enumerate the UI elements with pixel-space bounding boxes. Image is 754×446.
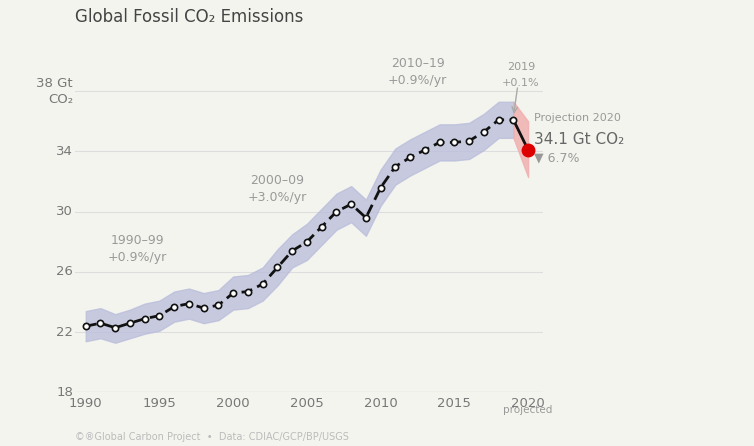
Text: 30: 30 bbox=[57, 205, 73, 218]
Text: Global Fossil CO₂ Emissions: Global Fossil CO₂ Emissions bbox=[75, 8, 304, 26]
Text: 34.1 Gt CO₂: 34.1 Gt CO₂ bbox=[534, 132, 624, 147]
Text: Projection 2020: Projection 2020 bbox=[534, 113, 621, 123]
Text: 18: 18 bbox=[57, 386, 73, 399]
Text: projected: projected bbox=[504, 405, 553, 414]
Text: 26: 26 bbox=[57, 265, 73, 278]
Text: 2000–09
+3.0%/yr: 2000–09 +3.0%/yr bbox=[248, 174, 307, 204]
Text: ©®Global Carbon Project  •  Data: CDIAC/GCP/BP/USGS: ©®Global Carbon Project • Data: CDIAC/GC… bbox=[75, 432, 349, 442]
Text: 22: 22 bbox=[56, 326, 73, 339]
Text: 2010–19
+0.9%/yr: 2010–19 +0.9%/yr bbox=[388, 57, 447, 87]
Text: 38 Gt
CO₂: 38 Gt CO₂ bbox=[36, 77, 73, 106]
Text: 2019: 2019 bbox=[507, 62, 535, 72]
Text: 34: 34 bbox=[57, 145, 73, 158]
Text: ▼ 6.7%: ▼ 6.7% bbox=[534, 151, 580, 164]
Text: +0.1%: +0.1% bbox=[502, 78, 540, 87]
Text: 1990–99
+0.9%/yr: 1990–99 +0.9%/yr bbox=[108, 234, 167, 264]
